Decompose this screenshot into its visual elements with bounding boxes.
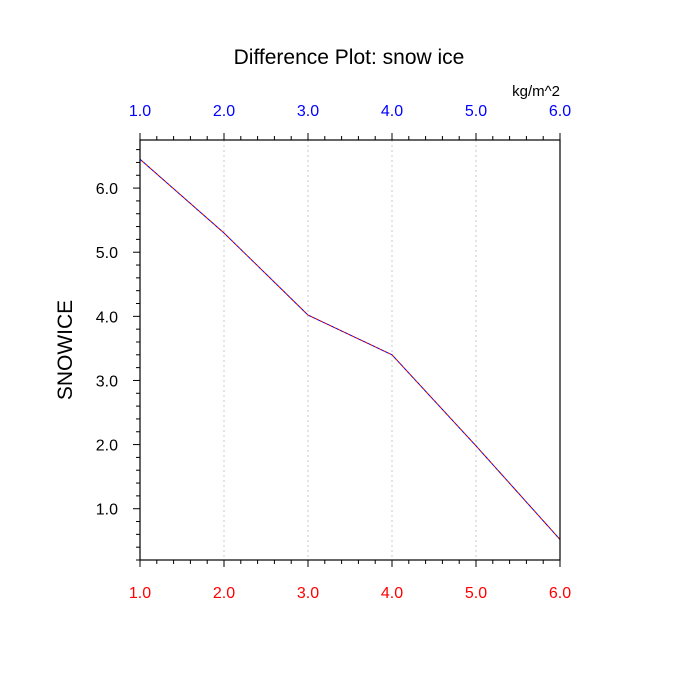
y-axis-label: SNOWICE [54, 300, 77, 400]
series-line-b [139, 158, 561, 540]
x-top-tick-label: 2.0 [213, 103, 235, 120]
x-bottom-tick-label: 3.0 [297, 585, 319, 602]
y-tick-label: 5.0 [96, 245, 118, 262]
x-top-tick-label: 5.0 [465, 103, 487, 120]
axis-ticks [133, 133, 561, 567]
y-tick-label: 1.0 [96, 502, 118, 519]
y-tick-label: 3.0 [96, 373, 118, 390]
x-bottom-tick-label: 6.0 [549, 585, 571, 602]
grid-lines [223, 140, 477, 560]
y-tick-label: 6.0 [96, 181, 118, 198]
x-top-tick-label: 6.0 [549, 103, 571, 120]
series-line-a [139, 158, 561, 540]
x-top-tick-label: 3.0 [297, 103, 319, 120]
plot-frame [139, 139, 561, 561]
x-bottom-tick-label: 4.0 [381, 585, 403, 602]
x-top-tick-label: 1.0 [129, 103, 151, 120]
x-bottom-tick-label: 5.0 [465, 585, 487, 602]
x-bottom-tick-label: 2.0 [213, 585, 235, 602]
chart-title: Difference Plot: snow ice [234, 46, 465, 69]
y-tick-label: 4.0 [96, 309, 118, 326]
units-label: kg/m^2 [512, 83, 560, 100]
y-tick-label: 2.0 [96, 438, 118, 455]
x-bottom-tick-label: 1.0 [129, 585, 151, 602]
tick-labels: 1.0 2.0 3.0 4.0 5.0 6.0 1.0 2.0 3.0 4.0 5.0 6.0 1.0 2… [96, 103, 571, 602]
x-top-tick-label: 4.0 [381, 103, 403, 120]
series-lines [139, 158, 561, 540]
